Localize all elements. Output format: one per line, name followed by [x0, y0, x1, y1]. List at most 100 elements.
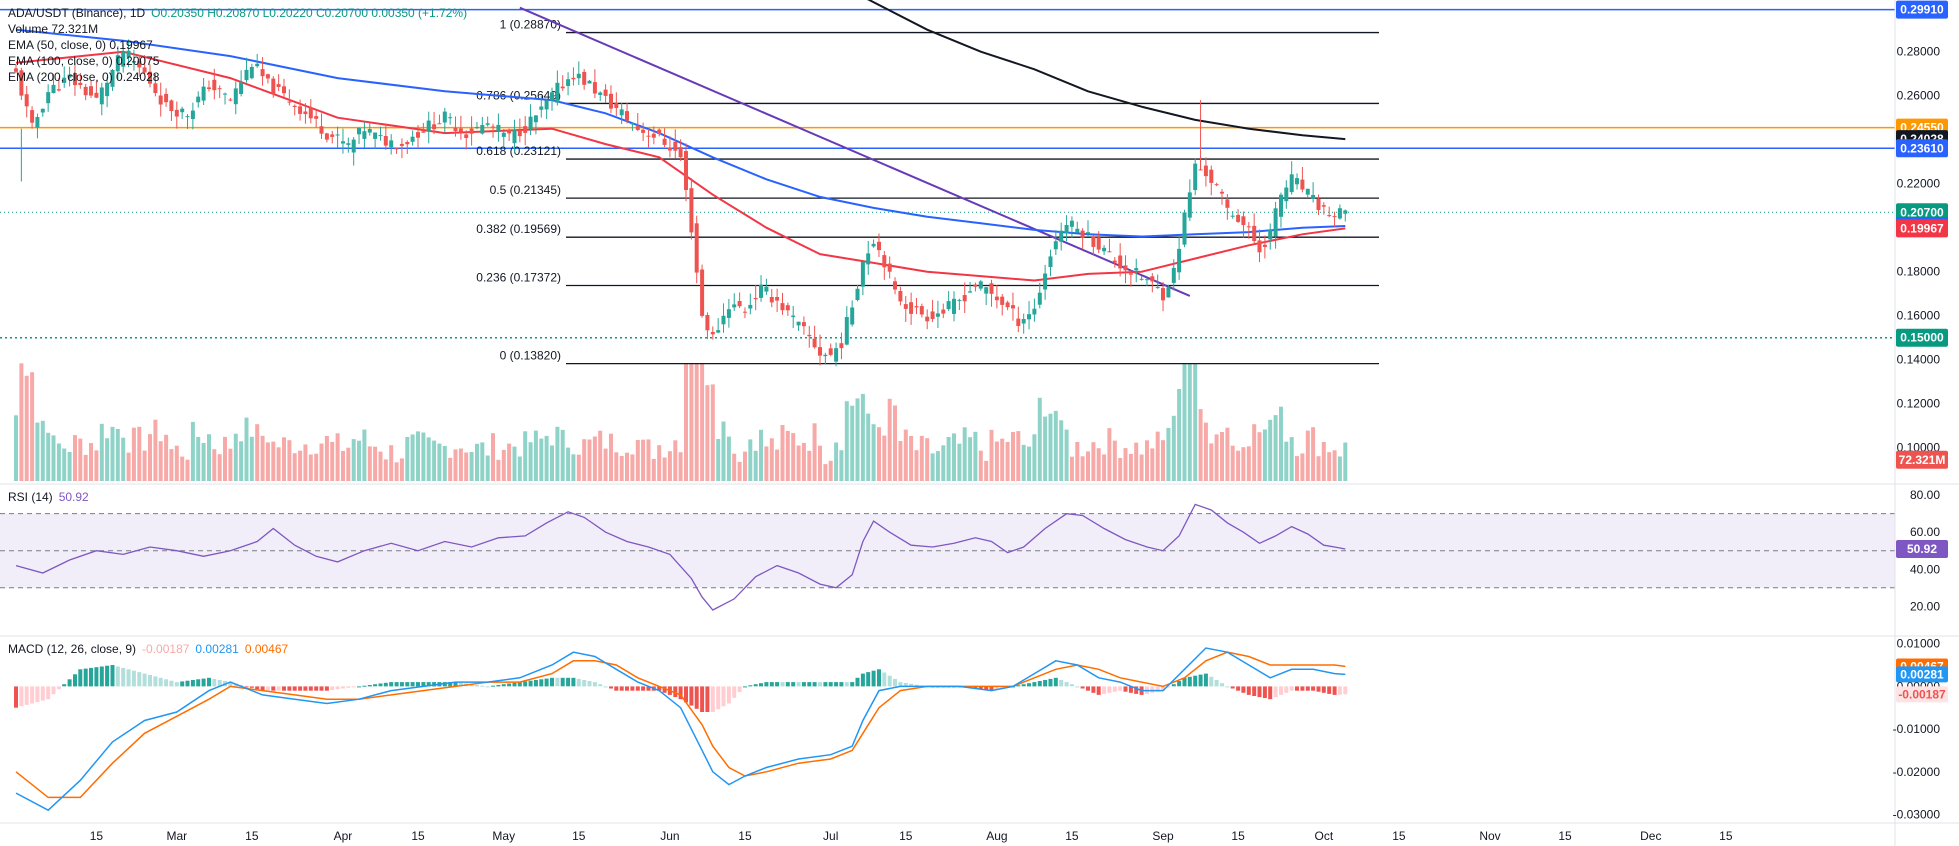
candle-body[interactable] — [968, 291, 973, 293]
candle-body[interactable] — [405, 142, 410, 145]
macd-line[interactable] — [15, 647, 1346, 812]
candle-body[interactable] — [14, 68, 18, 72]
candle-body[interactable] — [1321, 205, 1326, 207]
candle-body[interactable] — [807, 334, 812, 337]
candle-body[interactable] — [169, 100, 174, 111]
candle-body[interactable] — [1252, 225, 1257, 241]
candle-body[interactable] — [903, 304, 908, 309]
candle-body[interactable] — [587, 80, 592, 84]
rsi-line[interactable] — [15, 503, 1346, 611]
candle-body[interactable] — [1086, 232, 1090, 234]
candle-body[interactable] — [1171, 267, 1176, 283]
candle-body[interactable] — [1091, 236, 1096, 247]
candle-body[interactable] — [726, 309, 731, 318]
candle-body[interactable] — [646, 135, 651, 137]
candle-body[interactable] — [582, 71, 587, 85]
candle-body[interactable] — [357, 128, 361, 135]
candle-body[interactable] — [925, 316, 930, 322]
price-badge[interactable] — [1896, 219, 1948, 238]
candle-body[interactable] — [201, 86, 206, 101]
candle-body[interactable] — [1043, 273, 1048, 290]
candle-body[interactable] — [984, 287, 989, 294]
candle-body[interactable] — [1193, 163, 1198, 190]
candle-body[interactable] — [641, 129, 646, 133]
candle-body[interactable] — [571, 77, 576, 80]
candle-body[interactable] — [566, 79, 571, 86]
candle-body[interactable] — [1214, 184, 1219, 186]
candle-body[interactable] — [801, 322, 806, 327]
candle-body[interactable] — [282, 86, 286, 94]
price-badge[interactable] — [1896, 328, 1948, 347]
candle-body[interactable] — [1262, 244, 1267, 247]
candle-body[interactable] — [1220, 191, 1224, 194]
candle-body[interactable] — [791, 315, 796, 318]
candle-body[interactable] — [662, 138, 667, 145]
candle-body[interactable] — [228, 99, 233, 101]
candle-body[interactable] — [576, 73, 581, 79]
candle-body[interactable] — [1037, 292, 1042, 305]
ema100-legend[interactable]: EMA (100, close, 0) 0.20075 — [8, 54, 160, 68]
candle-body[interactable] — [930, 311, 935, 319]
candle-body[interactable] — [378, 135, 383, 137]
candle-body[interactable] — [308, 107, 313, 119]
candle-body[interactable] — [1268, 229, 1273, 240]
candle-body[interactable] — [721, 315, 726, 325]
candle-body[interactable] — [212, 79, 217, 91]
candle-body[interactable] — [625, 111, 629, 121]
candle-body[interactable] — [710, 332, 715, 335]
candle-body[interactable] — [99, 87, 104, 105]
candle-body[interactable] — [324, 133, 329, 140]
candle-body[interactable] — [276, 84, 281, 87]
price-badge[interactable] — [1896, 450, 1948, 469]
rsi-legend-name[interactable]: RSI (14) — [8, 490, 53, 504]
candle-body[interactable] — [705, 315, 710, 331]
candle-body[interactable] — [341, 141, 345, 144]
candle-body[interactable] — [432, 124, 437, 130]
candle-body[interactable] — [678, 147, 683, 158]
symbol-label[interactable]: ADA/USDT (Binance), 1D — [8, 6, 146, 20]
candle-body[interactable] — [442, 111, 447, 123]
candle-body[interactable] — [914, 306, 919, 308]
candle-body[interactable] — [126, 50, 131, 57]
candle-body[interactable] — [743, 311, 747, 313]
candle-body[interactable] — [1053, 241, 1058, 250]
candle-body[interactable] — [1102, 247, 1107, 252]
candle-body[interactable] — [1273, 208, 1278, 237]
candle-body[interactable] — [732, 304, 737, 308]
candle-body[interactable] — [40, 108, 45, 113]
candle-body[interactable] — [185, 116, 190, 118]
candle-body[interactable] — [448, 117, 453, 119]
candle-body[interactable] — [1134, 268, 1139, 271]
candle-body[interactable] — [464, 134, 469, 138]
candle-body[interactable] — [555, 82, 560, 103]
price-badge[interactable] — [1896, 139, 1948, 158]
candle-body[interactable] — [158, 95, 163, 105]
candle-body[interactable] — [501, 132, 506, 137]
candle-body[interactable] — [539, 106, 544, 110]
candle-body[interactable] — [142, 67, 147, 73]
candle-body[interactable] — [780, 303, 785, 311]
candle-body[interactable] — [244, 69, 249, 81]
candle-body[interactable] — [946, 301, 951, 310]
price-badge[interactable] — [1896, 203, 1948, 222]
candle-body[interactable] — [860, 261, 865, 287]
candle-body[interactable] — [1187, 192, 1192, 218]
candle-body[interactable] — [373, 132, 378, 139]
candle-body[interactable] — [517, 130, 522, 137]
candle-body[interactable] — [877, 241, 881, 251]
candle-body[interactable] — [533, 115, 538, 123]
candle-body[interactable] — [56, 89, 61, 91]
candle-body[interactable] — [271, 78, 276, 95]
candle-body[interactable] — [83, 86, 88, 96]
price-badge[interactable] — [1896, 0, 1948, 19]
candle-body[interactable] — [1230, 215, 1235, 217]
candle-body[interactable] — [1305, 188, 1310, 195]
candle-body[interactable] — [1284, 187, 1289, 202]
candle-body[interactable] — [603, 89, 608, 96]
candle-body[interactable] — [426, 120, 431, 132]
candle-body[interactable] — [1155, 287, 1160, 289]
candle-body[interactable] — [1016, 318, 1021, 326]
candle-body[interactable] — [941, 309, 946, 314]
candle-body[interactable] — [115, 55, 120, 72]
